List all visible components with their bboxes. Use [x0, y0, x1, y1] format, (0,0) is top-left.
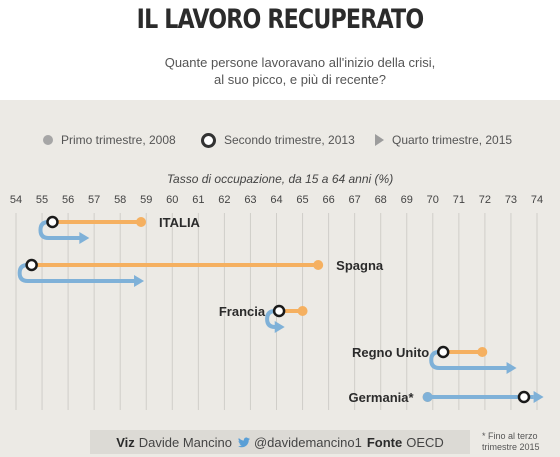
- chart: 54 55 56 57 58 59 60 61 62 63 64 65 66 67 68 69 70 71 72 73…: [10, 194, 544, 410]
- legend-label-2008: Primo trimestre, 2008: [61, 133, 176, 147]
- x-tick-label: 54: [10, 194, 22, 206]
- x-tick-label: 57: [88, 194, 100, 206]
- marker-2015: [506, 362, 517, 374]
- x-tick-label: 72: [479, 194, 491, 206]
- triangle-icon: [375, 134, 384, 146]
- row-francia: Francia: [219, 304, 308, 333]
- legend-label-2013: Secondo trimestre, 2013: [224, 133, 355, 147]
- marker-2015: [533, 391, 544, 403]
- chart-rows: ITALIA Spagna Francia Regno Unito Germania*: [17, 215, 544, 405]
- segment-2013-2015: [429, 350, 508, 370]
- header: IL LAVORO RECUPERATO Quante persone lavo…: [0, 0, 560, 100]
- row-italia: ITALIA: [38, 215, 201, 244]
- grid: [15, 213, 538, 410]
- viz-author: Davide Mancino: [138, 434, 232, 450]
- x-tick-label: 68: [375, 194, 387, 206]
- row-regnounito: Regno Unito: [352, 345, 517, 374]
- x-tick-label: 70: [427, 194, 439, 206]
- x-tick-label: 74: [531, 194, 543, 206]
- row-germania: Germania*: [349, 390, 544, 405]
- legend: Primo trimestre, 2008 Secondo trimestre,…: [0, 131, 560, 151]
- segment-2013-2015: [265, 309, 280, 329]
- x-tick-label: 65: [296, 194, 308, 206]
- ring-icon: [201, 132, 216, 148]
- x-tick-label: 69: [401, 194, 413, 206]
- country-label: Regno Unito: [352, 345, 429, 360]
- marker-2013: [517, 390, 531, 404]
- marker-2013: [25, 258, 38, 272]
- x-axis-ticks: 54 55 56 57 58 59 60 61 62 63 64 65 66 67 68 69 70 71 72 73…: [10, 194, 543, 206]
- chart-subtitle: Quante persone lavoravano all'inizio del…: [60, 54, 540, 88]
- country-label: Spagna: [336, 258, 384, 273]
- marker-2008: [136, 217, 147, 227]
- marker-2013: [46, 215, 59, 229]
- footnote: * Fino al terzo trimestre 2015: [482, 431, 560, 453]
- x-tick-label: 56: [62, 194, 74, 206]
- footnote-line-1: * Fino al terzo: [482, 431, 538, 441]
- legend-item-2015: Quarto trimestre, 2015: [375, 131, 512, 149]
- x-tick-label: 59: [140, 194, 152, 206]
- x-tick-label: 63: [244, 194, 256, 206]
- marker-2015: [274, 321, 285, 333]
- footnote-line-2: trimestre 2015: [482, 442, 540, 452]
- x-tick-label: 64: [270, 194, 282, 206]
- x-tick-label: 55: [36, 194, 48, 206]
- marker-2008: [297, 306, 308, 316]
- twitter-icon: [237, 437, 250, 447]
- x-tick-label: 73: [505, 194, 517, 206]
- marker-2013: [272, 304, 286, 318]
- marker-2015: [79, 232, 90, 244]
- credits-bar: Viz Davide Mancino @davidemancino1 Fonte…: [90, 430, 470, 454]
- segment-2013-2015: [38, 220, 81, 240]
- dot-icon: [43, 135, 53, 145]
- subtitle-line-2: al suo picco, e più di recente?: [214, 72, 386, 87]
- source-name: OECD: [406, 434, 444, 450]
- x-tick-label: 66: [322, 194, 334, 206]
- legend-item-2008: Primo trimestre, 2008: [43, 131, 176, 149]
- marker-2008: [313, 260, 324, 270]
- x-tick-label: 61: [192, 194, 204, 206]
- marker-2015: [134, 275, 145, 287]
- segment-2013-2015: [17, 263, 136, 283]
- x-tick-label: 58: [114, 194, 126, 206]
- x-tick-label: 67: [349, 194, 361, 206]
- country-label: Francia: [219, 304, 266, 319]
- x-tick-label: 71: [453, 194, 465, 206]
- legend-label-2015: Quarto trimestre, 2015: [392, 133, 513, 147]
- viz-label: Viz: [116, 434, 135, 450]
- marker-2008: [477, 347, 488, 357]
- source-label: Fonte: [366, 434, 403, 450]
- x-tick-label: 62: [218, 194, 230, 206]
- subtitle-line-1: Quante persone lavoravano all'inizio del…: [164, 55, 436, 70]
- chart-title: IL LAVORO RECUPERATO: [136, 4, 424, 35]
- row-spagna: Spagna: [17, 258, 384, 287]
- twitter-handle: @davidemancino1: [253, 434, 362, 450]
- marker-2013: [436, 345, 450, 359]
- x-tick-label: 60: [166, 194, 178, 206]
- x-axis-title: Tasso di occupazione, da 15 a 64 anni (%…: [166, 172, 394, 186]
- country-label: ITALIA: [159, 215, 201, 230]
- legend-item-2013: Secondo trimestre, 2013: [201, 131, 355, 149]
- country-label: Germania*: [349, 390, 415, 405]
